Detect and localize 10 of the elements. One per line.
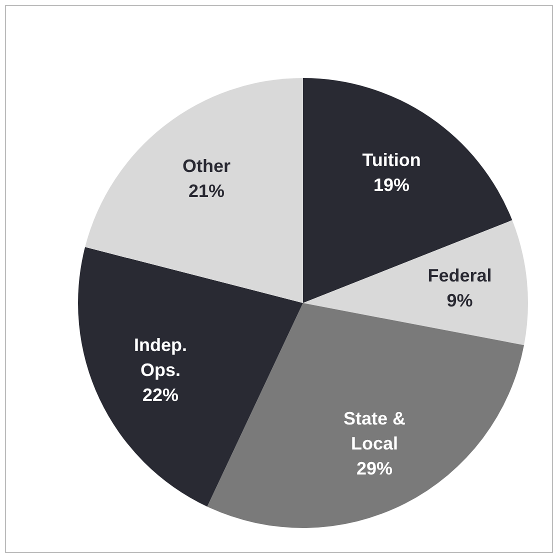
data-label: 29%: [356, 458, 393, 478]
slice-label: Tuition: [362, 150, 421, 170]
data-label: 22%: [142, 385, 179, 406]
slice-label: Federal: [428, 266, 492, 286]
slice-label: Other: [182, 156, 230, 176]
data-label: 21%: [188, 181, 224, 202]
data-label: 19%: [374, 175, 410, 196]
slice-label: State & Local: [343, 408, 406, 454]
data-label: 9%: [446, 290, 473, 311]
slice-label: Indep. Ops.: [134, 335, 187, 380]
